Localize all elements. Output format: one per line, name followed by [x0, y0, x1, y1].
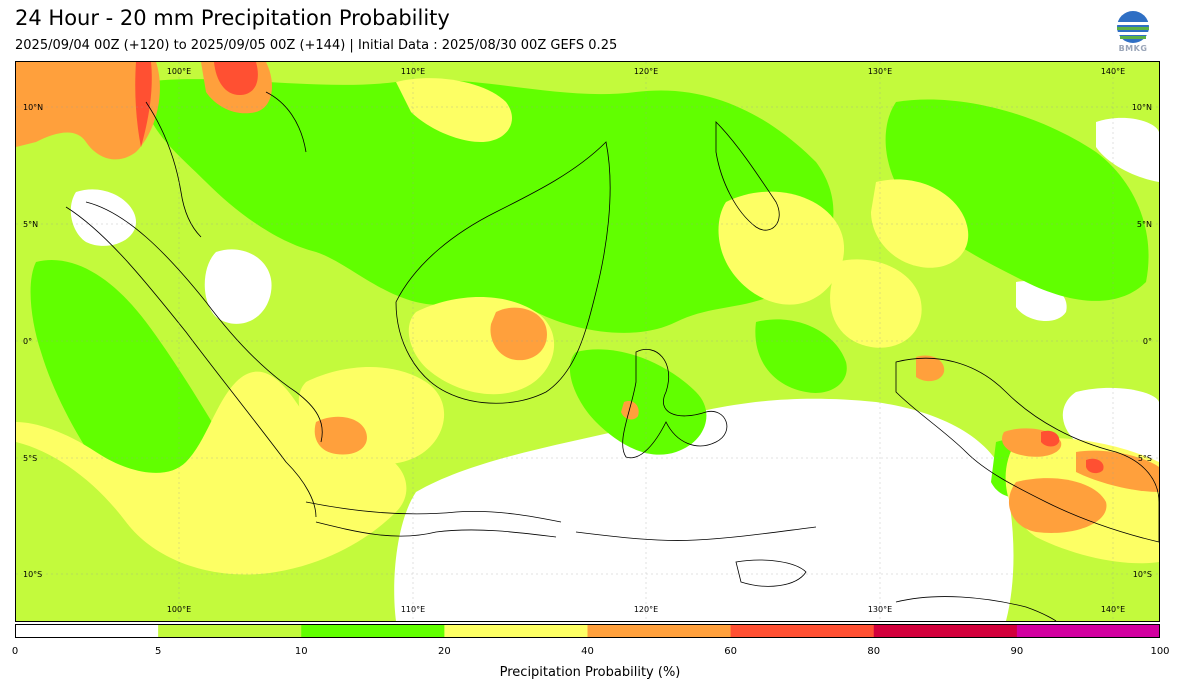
indochina-coast	[265, 91, 307, 153]
malay-peninsula-coast	[145, 101, 202, 238]
new-guinea-coast	[895, 357, 1159, 543]
lon-label-top: 110°E	[401, 67, 425, 76]
colorbar-segment	[158, 624, 302, 638]
colorbar-segment	[444, 624, 589, 638]
lat-label-right: 10°N	[1132, 103, 1152, 112]
coastlines	[65, 91, 1159, 621]
philippines-coast	[715, 121, 780, 231]
colorbar	[15, 624, 1160, 638]
colorbar-tick-label: 0	[11, 646, 19, 657]
colorbar-segment	[301, 624, 445, 638]
australia-coast	[895, 596, 1057, 621]
precipitation-map: 100°E 110°E 120°E 130°E 140°E 100°E 110°…	[15, 61, 1160, 622]
colorbar-tick-label: 5	[154, 646, 162, 657]
java-coast	[315, 521, 557, 538]
page-subtitle: 2025/09/04 00Z (+120) to 2025/09/05 00Z …	[15, 38, 618, 53]
lon-label-top: 120°E	[634, 67, 658, 76]
colorbar-tick-label: 10	[294, 646, 308, 657]
colorbar-tick-label: 20	[438, 646, 451, 657]
colorbar-tick-label: 100	[1150, 646, 1170, 657]
graticule	[16, 62, 1159, 621]
sulawesi-coast	[622, 349, 728, 459]
lat-label-right: 5°S	[1138, 454, 1152, 463]
lat-label-left: 5°N	[23, 220, 38, 229]
bmkg-logo-text: BMKG	[1118, 44, 1148, 53]
lon-label-bottom: 120°E	[634, 605, 658, 614]
bmkg-logo: BMKG	[1113, 10, 1153, 56]
colorbar-label: Precipitation Probability (%)	[499, 665, 681, 680]
lesser-sunda-coast	[575, 526, 817, 541]
colorbar-segment	[15, 624, 159, 638]
lat-label-left: 5°S	[23, 454, 37, 463]
lat-label-right: 0°	[1143, 337, 1152, 346]
lon-label-bottom: 110°E	[401, 605, 425, 614]
page-title: 24 Hour - 20 mm Precipitation Probabilit…	[15, 6, 450, 30]
lat-label-left: 10°S	[23, 570, 42, 579]
colorbar-tick-label: 80	[867, 646, 881, 657]
sumatra-east-coast	[85, 201, 323, 443]
colorbar-tick-label: 90	[1010, 646, 1024, 657]
colorbar-segment	[1016, 624, 1160, 638]
bmkg-logo-icon	[1117, 11, 1149, 43]
lon-label-top: 140°E	[1101, 67, 1125, 76]
lon-label-bottom: 100°E	[167, 605, 191, 614]
colorbar-segment	[587, 624, 732, 638]
colorbar-border	[15, 624, 1160, 638]
lon-label-top: 100°E	[167, 67, 191, 76]
lat-label-left: 0°	[23, 337, 32, 346]
lon-label-bottom: 130°E	[868, 605, 892, 614]
colorbar-tick-label: 60	[724, 646, 737, 657]
lat-label-left: 10°N	[23, 103, 43, 112]
colorbar-segment	[873, 624, 1018, 638]
probability-field-60-80	[135, 62, 1104, 474]
lon-label-bottom: 140°E	[1101, 605, 1125, 614]
sumatra-coast	[65, 206, 317, 518]
colorbar-tick-label: 40	[581, 646, 594, 657]
lon-label-top: 130°E	[868, 67, 892, 76]
java-north-coast	[305, 501, 562, 523]
lat-label-right: 10°S	[1133, 570, 1152, 579]
lat-label-right: 5°N	[1137, 220, 1152, 229]
colorbar-segment	[730, 624, 875, 638]
borneo-coast	[395, 141, 611, 404]
colorbar-svg	[15, 624, 1160, 638]
map-svg: 100°E 110°E 120°E 130°E 140°E 100°E 110°…	[16, 62, 1159, 621]
timor-coast	[735, 559, 807, 587]
